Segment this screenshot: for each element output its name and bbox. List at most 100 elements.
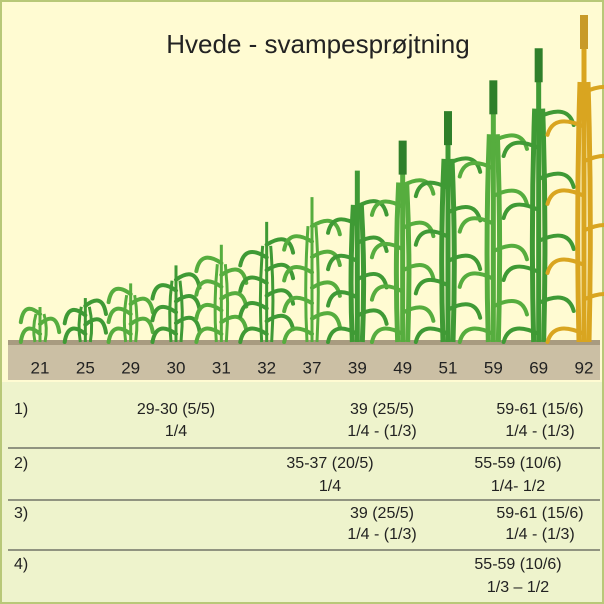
- stage-label: 25: [76, 358, 95, 377]
- leaf: [310, 218, 342, 237]
- leaf: [491, 298, 529, 317]
- leaf: [238, 249, 269, 268]
- ear: [580, 15, 588, 49]
- leaf: [282, 264, 314, 283]
- leaf: [238, 275, 269, 293]
- leaf: [264, 262, 296, 281]
- leaf: [326, 217, 360, 235]
- stem: [575, 81, 583, 343]
- leaf: [18, 326, 42, 344]
- leaf: [501, 264, 541, 283]
- leaf: [545, 326, 586, 344]
- leaf: [238, 301, 269, 319]
- leaf: [446, 302, 483, 320]
- leaf: [446, 156, 483, 174]
- leaf: [491, 188, 529, 207]
- leaf: [150, 283, 178, 301]
- stage: 59-61 (15/6): [496, 401, 583, 418]
- stem: [42, 313, 48, 343]
- leaf: [174, 294, 202, 312]
- leaf: [457, 271, 496, 289]
- leaf: [194, 326, 224, 344]
- plant: [545, 15, 604, 344]
- stage: 39 (25/5): [350, 401, 414, 418]
- table-background: [2, 382, 602, 602]
- leaf: [457, 326, 496, 344]
- leaf: [413, 277, 450, 296]
- stage-label: 21: [31, 358, 50, 377]
- leaf: [400, 305, 436, 323]
- leaf: [282, 326, 314, 344]
- stem: [77, 306, 83, 343]
- plant: [413, 111, 483, 344]
- stem: [213, 264, 219, 343]
- leaf: [536, 233, 576, 252]
- leaf: [194, 279, 224, 297]
- leaf: [38, 316, 62, 335]
- leaf: [83, 317, 108, 335]
- ear: [534, 48, 543, 83]
- leaf: [62, 326, 88, 344]
- stage-label: 31: [212, 358, 231, 377]
- leaf: [582, 84, 604, 95]
- stage: 29-30 (5/5): [137, 401, 215, 418]
- leaf: [413, 180, 450, 199]
- leaf: [369, 241, 405, 260]
- leaf: [355, 271, 389, 290]
- stage-label: 37: [303, 358, 322, 377]
- leaf: [326, 253, 360, 272]
- title: Hvede - svampesprøjtning: [166, 29, 469, 59]
- stage-label: 32: [257, 358, 276, 377]
- leaf: [264, 237, 296, 255]
- plant: [62, 298, 108, 344]
- leaf: [545, 188, 586, 206]
- leaf: [413, 229, 450, 247]
- dose: 1/4: [319, 478, 341, 495]
- dose: 1/4: [165, 423, 187, 440]
- leaf: [457, 216, 496, 234]
- leaf: [128, 316, 155, 335]
- stem: [178, 280, 184, 343]
- plant: [369, 140, 436, 344]
- stem: [449, 158, 457, 343]
- leaf: [545, 119, 586, 137]
- leaf: [150, 304, 178, 323]
- leaf: [106, 306, 133, 325]
- leaf: [194, 302, 224, 321]
- stage: 39 (25/5): [350, 505, 414, 522]
- ear: [489, 80, 498, 115]
- leaf: [413, 326, 450, 344]
- stem: [404, 182, 412, 343]
- stage-label: 29: [121, 358, 140, 377]
- leaf: [264, 313, 296, 332]
- leaf: [491, 243, 529, 262]
- soil-edge: [8, 340, 600, 345]
- ear: [444, 111, 452, 146]
- leaf: [128, 296, 155, 315]
- leaf: [400, 263, 436, 281]
- leaf: [238, 326, 269, 344]
- plant: [238, 221, 296, 344]
- ear: [398, 140, 407, 175]
- plant: [194, 244, 249, 344]
- stage-label: 69: [529, 358, 548, 377]
- plant: [326, 170, 389, 344]
- leaf: [150, 326, 178, 344]
- leaf: [326, 290, 360, 308]
- leaf: [446, 253, 483, 272]
- leaf: [106, 326, 133, 344]
- stage: 35-37 (20/5): [286, 455, 373, 472]
- leaf: [582, 153, 604, 164]
- stage: 59-61 (15/6): [496, 505, 583, 522]
- stage-label: 92: [575, 358, 594, 377]
- leaf: [501, 326, 541, 344]
- leaf: [369, 199, 405, 217]
- stage-label: 30: [167, 358, 186, 377]
- stage-label: 59: [484, 358, 503, 377]
- leaf: [355, 235, 389, 253]
- row-label: 3): [14, 505, 28, 522]
- leaf: [310, 311, 342, 329]
- plant: [106, 283, 155, 344]
